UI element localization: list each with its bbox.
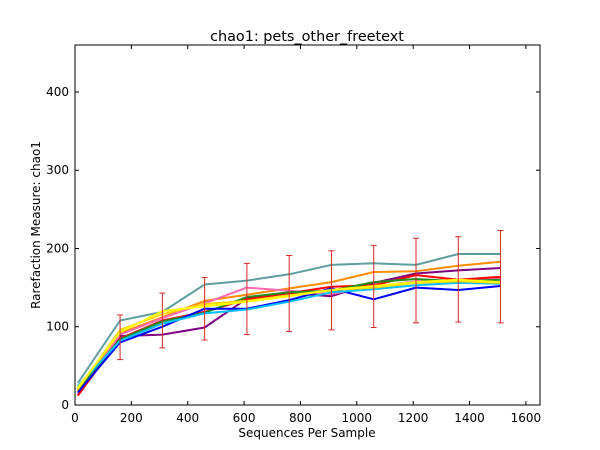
- error-bar-9: [455, 236, 462, 323]
- x-tick-label: 200: [120, 411, 143, 425]
- plot-frame: [74, 44, 541, 406]
- error-bar-6: [328, 250, 335, 331]
- y-tick-label: 0: [61, 398, 69, 412]
- x-tick-label: 1400: [454, 411, 485, 425]
- error-bar-5: [286, 255, 293, 332]
- y-tick-label: 300: [46, 163, 69, 177]
- plot-area: [75, 45, 540, 405]
- error-bar-1: [117, 314, 124, 361]
- error-bar-3: [201, 276, 208, 341]
- x-tick-label: 1200: [398, 411, 429, 425]
- error-bars: [117, 229, 504, 361]
- error-bar-10: [497, 229, 504, 324]
- x-axis-label: Sequences Per Sample: [238, 426, 375, 440]
- error-bar-2: [159, 292, 166, 349]
- x-tick-label: 1600: [511, 411, 542, 425]
- x-axis-ticks: 0 200 400 600 800 1000 1200 1400 1600: [71, 45, 541, 425]
- y-axis-ticks: 0 100 200 300 400: [46, 85, 540, 412]
- x-tick-label: 1000: [342, 411, 373, 425]
- y-tick-label: 100: [46, 320, 69, 334]
- error-bar-8: [413, 237, 419, 324]
- x-tick-label: 0: [71, 411, 79, 425]
- x-tick-label: 600: [233, 411, 256, 425]
- error-bar-7: [370, 244, 377, 329]
- error-bar-4: [243, 262, 250, 336]
- y-axis-label: Rarefaction Measure: chao1: [29, 141, 43, 309]
- y-tick-label: 200: [46, 241, 69, 255]
- x-tick-label: 400: [176, 411, 199, 425]
- x-tick-label: 800: [289, 411, 312, 425]
- chart-title: chao1: pets_other_freetext: [210, 29, 404, 45]
- y-tick-label: 400: [46, 85, 69, 99]
